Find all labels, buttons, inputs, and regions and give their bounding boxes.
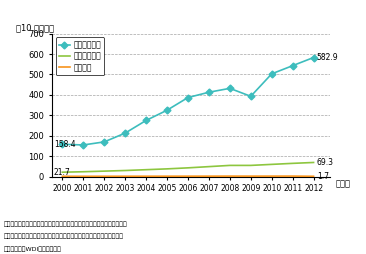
低所得国 xyxy=(81,175,86,178)
Text: （年）: （年） xyxy=(336,180,351,188)
低所得国 xyxy=(102,175,107,178)
上位中所得国 xyxy=(186,96,190,99)
下位中所得国 xyxy=(207,165,211,168)
Text: 備考：各国の財輸入に占める情報通信機器の割合に各国の財輸入額を乗じ: 備考：各国の財輸入に占める情報通信機器の割合に各国の財輸入額を乗じ xyxy=(4,221,127,227)
下位中所得国 xyxy=(123,169,127,172)
低所得国 xyxy=(165,175,169,178)
上位中所得国 xyxy=(291,64,295,67)
低所得国 xyxy=(291,174,295,178)
低所得国 xyxy=(228,174,232,178)
下位中所得国 xyxy=(291,162,295,165)
上位中所得国 xyxy=(207,91,211,94)
Text: て算出。ただし、各年全てについてデータがある国のみで作成。: て算出。ただし、各年全てについてデータがある国のみで作成。 xyxy=(4,234,124,239)
Line: 下位中所得国: 下位中所得国 xyxy=(62,163,314,172)
低所得国 xyxy=(207,175,211,178)
下位中所得国 xyxy=(311,161,316,164)
Text: 69.3: 69.3 xyxy=(317,158,334,167)
下位中所得国 xyxy=(102,170,107,173)
上位中所得国 xyxy=(123,132,127,135)
下位中所得国 xyxy=(81,170,86,173)
低所得国 xyxy=(123,175,127,178)
Legend: 上位中所得国, 下位中所得国, 低所得国: 上位中所得国, 下位中所得国, 低所得国 xyxy=(56,37,104,75)
上位中所得国 xyxy=(165,109,169,112)
低所得国 xyxy=(249,175,253,178)
低所得国 xyxy=(269,174,274,178)
下位中所得国 xyxy=(186,166,190,169)
Text: （10 億ドル）: （10 億ドル） xyxy=(16,23,54,32)
上位中所得国 xyxy=(228,87,232,90)
上位中所得国 xyxy=(60,143,64,146)
Text: 21.7: 21.7 xyxy=(54,168,71,177)
下位中所得国 xyxy=(165,167,169,170)
上位中所得国 xyxy=(144,119,148,122)
Text: 582.9: 582.9 xyxy=(317,53,338,62)
低所得国 xyxy=(311,175,316,178)
下位中所得国 xyxy=(269,163,274,166)
上位中所得国 xyxy=(311,56,316,59)
上位中所得国 xyxy=(249,95,253,98)
Text: 1.7: 1.7 xyxy=(317,172,329,181)
低所得国 xyxy=(144,175,148,178)
低所得国 xyxy=(186,175,190,178)
上位中所得国 xyxy=(269,72,274,75)
低所得国 xyxy=(60,175,64,178)
下位中所得国 xyxy=(228,164,232,167)
下位中所得国 xyxy=(144,168,148,171)
上位中所得国 xyxy=(102,140,107,144)
Text: 資料：世銀「WDI」から作成。: 資料：世銀「WDI」から作成。 xyxy=(4,246,61,252)
Text: 158.4: 158.4 xyxy=(54,140,76,149)
上位中所得国 xyxy=(81,144,86,147)
Line: 上位中所得国: 上位中所得国 xyxy=(60,55,316,147)
下位中所得国 xyxy=(60,171,64,174)
下位中所得国 xyxy=(249,164,253,167)
